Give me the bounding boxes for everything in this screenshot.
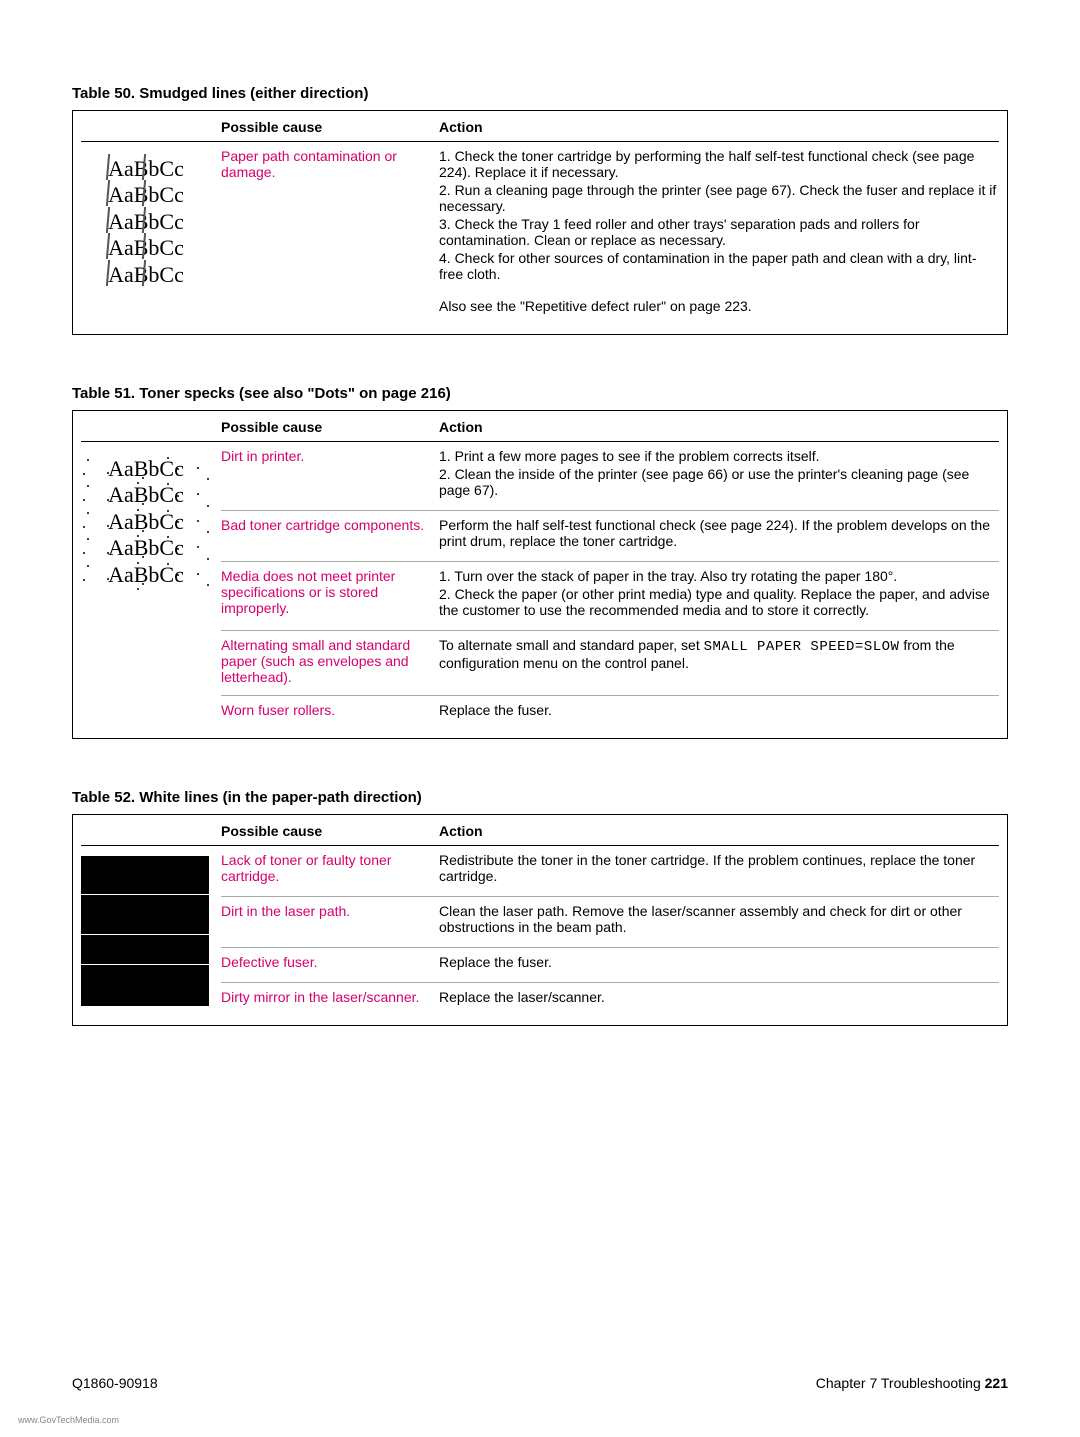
document-page: Table 50. Smudged lines (either directio… xyxy=(0,0,1080,1437)
cause-cell: Defective fuser. xyxy=(221,947,439,972)
cause-cell: Alternating small and standard paper (su… xyxy=(221,630,439,685)
table-51-title: Table 51. Toner specks (see also "Dots" … xyxy=(72,385,1008,402)
table-header-row: Possible cause Action xyxy=(81,415,999,442)
col-image-header xyxy=(81,419,221,435)
table-row: Media does not meet printer specificatio… xyxy=(81,555,999,624)
col-cause-header: Possible cause xyxy=(221,419,439,435)
cause-cell: Dirt in the laser path. xyxy=(221,896,439,937)
action-line: Clean the laser path. Remove the laser/s… xyxy=(439,903,999,935)
cause-cell: Media does not meet printer specificatio… xyxy=(221,561,439,620)
cause-cell: Worn fuser rollers. xyxy=(221,695,439,720)
empty-cell xyxy=(81,695,221,720)
sample-image-cell: AaBbCc AaBbCc AaBbCc AaBbCc AaBbCc xyxy=(81,448,221,500)
page-footer: Q1860-90918 Chapter 7 Troubleshooting 22… xyxy=(72,1375,1008,1391)
action-cell: Replace the laser/scanner. xyxy=(439,982,999,1007)
action-line: 1. Turn over the stack of paper in the t… xyxy=(439,568,999,584)
action-line: 2. Check the paper (or other print media… xyxy=(439,586,999,618)
table-row: Lack of toner or faulty toner cartridge.… xyxy=(81,846,999,890)
action-line: Also see the "Repetitive defect ruler" o… xyxy=(439,298,999,314)
table-50-title: Table 50. Smudged lines (either directio… xyxy=(72,85,1008,102)
action-line: Redistribute the toner in the toner cart… xyxy=(439,852,999,884)
table-header-row: Possible cause Action xyxy=(81,819,999,846)
col-cause-header: Possible cause xyxy=(221,823,439,839)
action-cell: Replace the fuser. xyxy=(439,695,999,720)
action-line: Replace the fuser. xyxy=(439,954,999,970)
col-image-header xyxy=(81,119,221,135)
col-action-header: Action xyxy=(439,823,999,839)
col-image-header xyxy=(81,823,221,839)
col-action-header: Action xyxy=(439,119,999,135)
table-row: Worn fuser rollers. Replace the fuser. xyxy=(81,689,999,724)
cause-cell: Dirt in printer. xyxy=(221,448,439,500)
table-52: Possible cause Action Lack of toner or f… xyxy=(72,814,1008,1026)
sample-image-cell xyxy=(81,852,221,886)
white-lines-sample xyxy=(81,856,209,1006)
sample-line: AaBbCc xyxy=(81,156,211,182)
cause-cell: Bad toner cartridge components. xyxy=(221,510,439,551)
table-row: Alternating small and standard paper (su… xyxy=(81,624,999,689)
action-line: 3. Check the Tray 1 feed roller and othe… xyxy=(439,216,999,248)
sample-line: AaBbCc xyxy=(81,562,211,588)
table-row: Bad toner cartridge components. Perform … xyxy=(81,504,999,555)
cause-cell: Paper path contamination or damage. xyxy=(221,148,439,316)
smudged-lines-sample: AaBbCc AaBbCc AaBbCc AaBbCc AaBbCc xyxy=(81,156,211,288)
action-cell: 1. Print a few more pages to see if the … xyxy=(439,448,999,500)
action-cell: Clean the laser path. Remove the laser/s… xyxy=(439,896,999,937)
action-gap xyxy=(439,284,999,298)
table-51: Possible cause Action AaBbCc AaBbCc AaBb… xyxy=(72,410,1008,739)
table-row: Dirty mirror in the laser/scanner. Repla… xyxy=(81,976,999,1011)
action-line: 1. Check the toner cartridge by performi… xyxy=(439,148,999,180)
sample-line: AaBbCc xyxy=(81,182,211,208)
action-cell: Replace the fuser. xyxy=(439,947,999,972)
action-line: 2. Run a cleaning page through the print… xyxy=(439,182,999,214)
sample-line: AaBbCc xyxy=(81,209,211,235)
action-cell: To alternate small and standard paper, s… xyxy=(439,630,999,685)
sample-image-cell: AaBbCc AaBbCc AaBbCc AaBbCc AaBbCc xyxy=(81,148,221,316)
table-row: Dirt in the laser path. Clean the laser … xyxy=(81,890,999,941)
toner-specks-sample: AaBbCc AaBbCc AaBbCc AaBbCc AaBbCc xyxy=(81,456,211,588)
footer-left: Q1860-90918 xyxy=(72,1375,158,1391)
action-line: 4. Check for other sources of contaminat… xyxy=(439,250,999,282)
footer-chapter: Chapter 7 Troubleshooting xyxy=(816,1375,985,1391)
action-line: Replace the fuser. xyxy=(439,702,999,718)
col-action-header: Action xyxy=(439,419,999,435)
action-prefix: To alternate small and standard paper, s… xyxy=(439,637,704,653)
sample-line: AaBbCc xyxy=(81,482,211,508)
action-cell: 1. Check the toner cartridge by performi… xyxy=(439,148,999,316)
action-mono: SMALL PAPER SPEED=SLOW xyxy=(704,639,900,655)
table-row: Defective fuser. Replace the fuser. xyxy=(81,941,999,976)
action-cell: 1. Turn over the stack of paper in the t… xyxy=(439,561,999,620)
action-line: Perform the half self-test functional ch… xyxy=(439,517,999,549)
cause-cell: Lack of toner or faulty toner cartridge. xyxy=(221,852,439,886)
watermark: www.GovTechMedia.com xyxy=(18,1415,119,1425)
action-cell: Perform the half self-test functional ch… xyxy=(439,510,999,551)
table-header-row: Possible cause Action xyxy=(81,115,999,142)
table-row: AaBbCc AaBbCc AaBbCc AaBbCc AaBbCc Paper… xyxy=(81,142,999,320)
table-52-title: Table 52. White lines (in the paper-path… xyxy=(72,789,1008,806)
col-cause-header: Possible cause xyxy=(221,119,439,135)
action-line: Replace the laser/scanner. xyxy=(439,989,999,1005)
sample-line: AaBbCc xyxy=(81,262,211,288)
sample-line: AaBbCc xyxy=(81,535,211,561)
cause-cell: Dirty mirror in the laser/scanner. xyxy=(221,982,439,1007)
footer-page-number: 221 xyxy=(985,1375,1008,1391)
sample-line: AaBbCc xyxy=(81,509,211,535)
action-line: 2. Clean the inside of the printer (see … xyxy=(439,466,999,498)
sample-line: AaBbCc xyxy=(81,235,211,261)
empty-cell xyxy=(81,630,221,685)
footer-right: Chapter 7 Troubleshooting 221 xyxy=(816,1375,1008,1391)
sample-line: AaBbCc xyxy=(81,456,211,482)
action-cell: Redistribute the toner in the toner cart… xyxy=(439,852,999,886)
action-line: 1. Print a few more pages to see if the … xyxy=(439,448,999,464)
table-50: Possible cause Action AaBbCc AaBbCc AaBb… xyxy=(72,110,1008,335)
table-row: AaBbCc AaBbCc AaBbCc AaBbCc AaBbCc Dirt … xyxy=(81,442,999,504)
